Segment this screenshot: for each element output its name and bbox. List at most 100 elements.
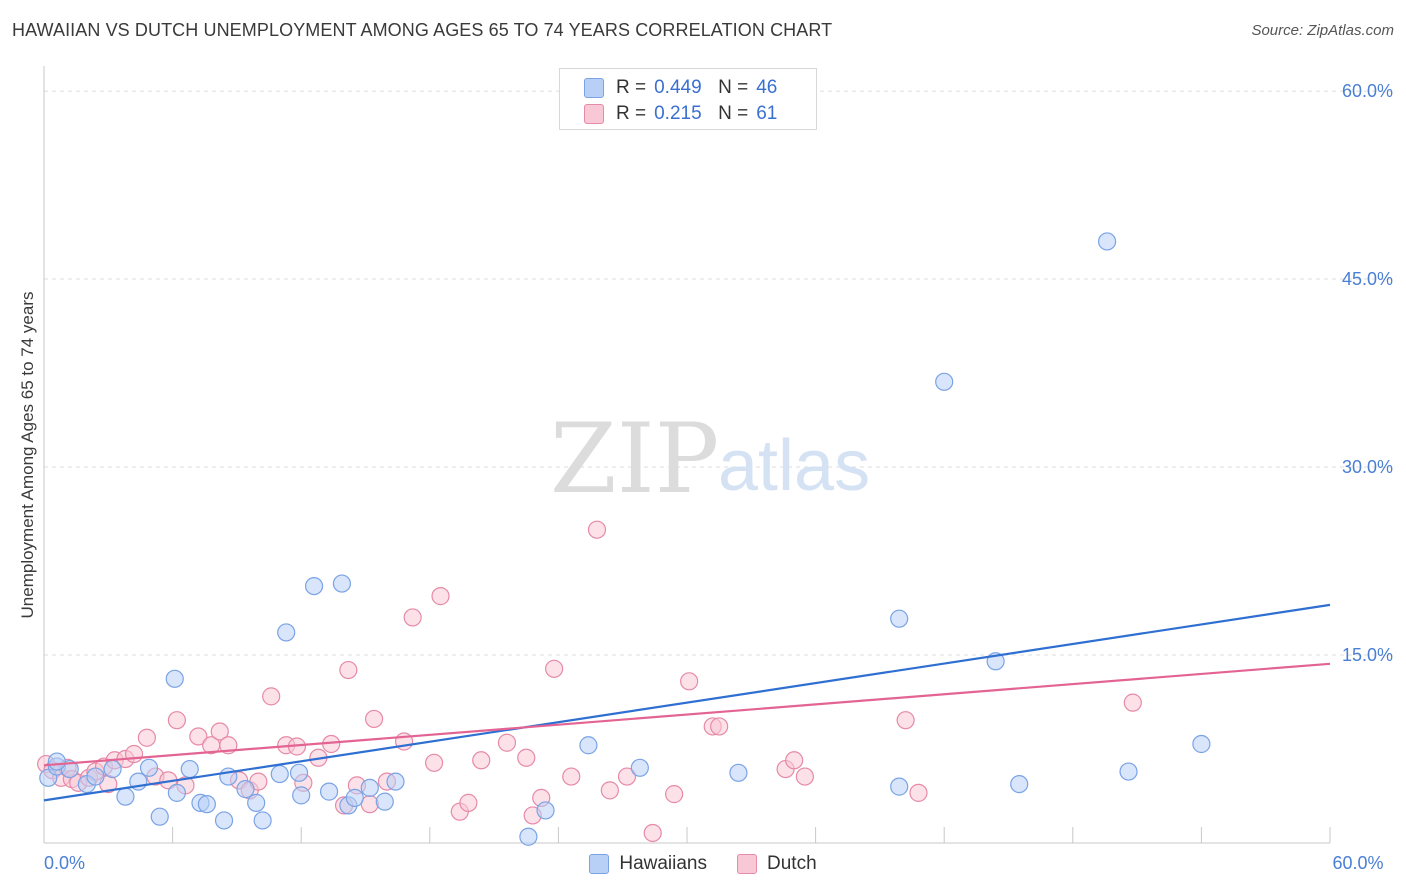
dutch-point — [710, 717, 729, 736]
hawaiians-point — [103, 759, 122, 779]
dutch-point — [643, 823, 662, 843]
dutch-point — [262, 687, 281, 706]
dutch-point — [424, 753, 444, 772]
y-tick-label: 60.0% — [1342, 81, 1393, 101]
hawaiians-point — [1097, 232, 1117, 251]
dutch-point — [896, 711, 915, 730]
hawaiians-point — [519, 827, 538, 846]
watermark: ZIP atlas — [550, 403, 870, 515]
data-points — [37, 232, 1211, 846]
watermark-atlas: atlas — [718, 426, 870, 506]
hawaiians-point — [247, 793, 266, 812]
hawaiians-point — [375, 792, 394, 811]
hawaiians-point — [536, 801, 555, 820]
dutch-point — [124, 744, 144, 764]
hawaiians-point — [236, 780, 255, 799]
series-legend: Hawaiians Dutch — [0, 851, 1406, 877]
dutch-point — [459, 793, 478, 812]
hawaiians-point — [332, 574, 352, 593]
n-label: N = — [718, 77, 749, 98]
hawaiians-point — [292, 786, 311, 805]
dutch-point — [403, 608, 422, 627]
hawaiians-point — [360, 778, 379, 797]
dutch-point — [167, 711, 186, 730]
hawaiians-point — [630, 758, 649, 777]
dutch-point — [210, 722, 229, 741]
hawaiians-point — [214, 811, 234, 830]
dutch-point — [189, 727, 208, 746]
x-tick-label: 60.0% — [1332, 853, 1383, 873]
hawaiians-point — [139, 758, 159, 777]
hawaiians-point — [345, 788, 364, 807]
dutch-point — [909, 783, 928, 802]
dutch-trend-line — [43, 662, 1331, 767]
dutch-point — [497, 733, 517, 752]
x-tick-label: 0.0% — [44, 853, 85, 873]
dutch-point — [137, 728, 156, 747]
hawaiians-point — [47, 752, 66, 771]
chart-title: HAWAIIAN VS DUTCH UNEMPLOYMENT AMONG AGE… — [12, 20, 833, 40]
hawaiians-point — [890, 777, 909, 796]
dutch-point — [545, 659, 564, 678]
legend-swatch-dutch — [737, 854, 757, 874]
legend-label-dutch: Dutch — [767, 853, 817, 874]
hawaiians-point — [935, 372, 954, 391]
dutch-point — [617, 767, 637, 786]
hawaiians-point — [729, 763, 748, 782]
dutch-point — [795, 767, 814, 786]
legend-label-hawaiians: Hawaiians — [619, 853, 707, 874]
stats-legend-row-hawaiians: R = 0.449 N = 46 — [584, 75, 796, 101]
dutch-point — [680, 672, 699, 691]
r-label: R = — [616, 103, 647, 124]
hawaiians-point — [304, 576, 324, 596]
hawaiians-point — [270, 764, 289, 784]
legend-item-dutch: Dutch — [737, 853, 817, 875]
hawaiians-point — [890, 609, 909, 628]
dutch-point — [665, 785, 684, 804]
hawaiians-point — [180, 759, 199, 779]
hawaiians-point — [386, 772, 405, 791]
hawaiians-point — [277, 623, 296, 642]
n-value: 61 — [756, 103, 778, 124]
hawaiians-swatch — [584, 78, 604, 98]
dutch-point — [587, 520, 607, 539]
gridlines — [44, 90, 1394, 656]
hawaiians-point — [253, 811, 272, 830]
watermark-zip: ZIP — [550, 403, 719, 515]
y-tick-label: 15.0% — [1342, 645, 1393, 665]
r-label: R = — [616, 77, 647, 98]
n-value: 46 — [756, 77, 778, 98]
dutch-swatch — [584, 104, 604, 124]
r-value: 0.449 — [654, 77, 702, 98]
hawaiians-point — [86, 767, 105, 786]
hawaiians-point — [1119, 762, 1138, 781]
hawaiians-point — [165, 669, 184, 688]
hawaiians-point — [319, 782, 339, 801]
hawaiians-point — [150, 807, 169, 826]
dutch-point — [431, 587, 450, 606]
dutch-point — [517, 748, 536, 767]
y-tick-label: 30.0% — [1342, 457, 1393, 477]
hawaiians-point — [579, 736, 598, 755]
dutch-point — [339, 660, 358, 680]
y-tick-label: 45.0% — [1342, 269, 1393, 289]
hawaiians-point — [1192, 734, 1211, 754]
hawaiians-point — [1010, 774, 1029, 794]
hawaiians-trend-line — [43, 603, 1331, 802]
hawaiians-point — [116, 787, 135, 806]
n-label: N = — [718, 103, 749, 124]
hawaiians-point — [289, 763, 309, 782]
hawaiians-point — [197, 795, 216, 814]
dutch-point — [600, 781, 619, 800]
dutch-point — [785, 751, 804, 770]
stats-legend: R = 0.449 N = 46 R = 0.215 N = 61 — [559, 68, 817, 130]
chart-source: Source: ZipAtlas.com — [1251, 22, 1394, 39]
legend-item-hawaiians: Hawaiians — [589, 853, 707, 875]
axes — [43, 66, 1331, 844]
hawaiians-point — [167, 783, 186, 802]
r-value: 0.215 — [654, 103, 702, 124]
tick-labels: 15.0% 30.0% 45.0% 60.0% 0.0% 60.0% — [44, 81, 1393, 873]
stats-legend-row-dutch: R = 0.215 N = 61 — [584, 101, 796, 127]
legend-swatch-hawaiians — [589, 854, 610, 874]
